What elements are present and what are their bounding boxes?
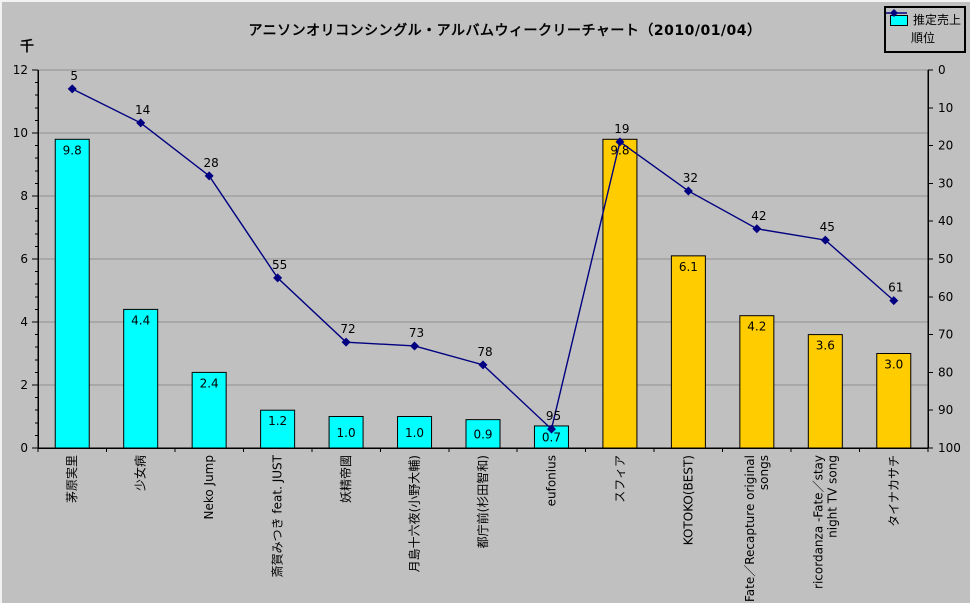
- right-axis-tick-label: 70: [938, 328, 953, 342]
- category-label: タイナカサチ: [887, 455, 901, 527]
- category-label: 少女病: [133, 455, 148, 491]
- bar-swatch-icon: [890, 14, 908, 26]
- right-axis-tick-label: 40: [938, 214, 953, 228]
- rank-marker: [136, 118, 146, 128]
- left-axis-tick-label: 12: [13, 63, 28, 77]
- bar-1: [123, 308, 159, 449]
- legend-item-rank: 順位: [886, 9, 960, 47]
- rank-value-label: 95: [546, 409, 561, 423]
- right-axis-tick-label: 20: [938, 139, 953, 153]
- bar-value-label: 9.8: [63, 143, 82, 157]
- category-label: Neko Jump: [202, 455, 216, 520]
- rank-marker: [683, 186, 693, 196]
- category-label: 月島十六夜(小野大輔): [407, 455, 422, 572]
- left-axis-tick-label: 6: [20, 252, 28, 266]
- chart-title: アニソンオリコンシングル・アルバムウィークリーチャート（2010/01/04）: [248, 23, 762, 39]
- bar-3: [260, 409, 296, 449]
- bar-10: [739, 315, 775, 449]
- right-axis-tick-label: 50: [938, 252, 953, 266]
- rank-value-label: 42: [751, 209, 766, 223]
- category-label: eufonius: [544, 455, 558, 506]
- bar-value-label: 3.6: [816, 339, 835, 353]
- bar-value-label: 9.8: [610, 143, 629, 157]
- right-axis-tick-label: 60: [938, 290, 953, 304]
- bar-value-label: 2.4: [200, 376, 219, 390]
- legend-label-rank: 順位: [911, 31, 936, 45]
- rank-value-label: 73: [409, 326, 424, 340]
- category-label: songs: [757, 455, 771, 490]
- category-label: スフィア: [613, 455, 627, 503]
- rank-marker: [820, 235, 830, 245]
- bar-5: [397, 416, 433, 449]
- rank-value-label: 14: [135, 103, 150, 117]
- category-label: 茅原実里: [64, 455, 79, 503]
- rank-marker: [67, 84, 77, 94]
- category-label: night TV song: [825, 455, 839, 538]
- rank-value-label: 61: [888, 281, 903, 295]
- rank-marker: [889, 296, 899, 306]
- rank-value-label: 19: [614, 122, 629, 136]
- bar-value-label: 0.7: [542, 430, 561, 444]
- bar-4: [328, 416, 364, 449]
- bar-value-label: 6.1: [679, 260, 698, 274]
- right-axis-tick-label: 0: [938, 63, 946, 77]
- left-axis-tick-label: 8: [20, 189, 28, 203]
- right-axis-tick-label: 100: [938, 441, 961, 455]
- category-label: 斎賀みつき feat. JUST: [270, 454, 285, 577]
- bar-8: [602, 138, 638, 449]
- rank-marker: [615, 137, 625, 147]
- right-axis-tick-label: 80: [938, 365, 953, 379]
- rank-marker: [752, 224, 762, 234]
- legend-label-sales: 推定売上: [913, 13, 962, 27]
- rank-marker: [546, 424, 556, 434]
- rank-value-label: 78: [477, 345, 492, 359]
- category-label: 都庁前(杉田智和): [475, 455, 490, 548]
- bar-11: [807, 334, 843, 449]
- left-axis-tick-label: 2: [20, 378, 28, 392]
- bar-value-label: 1.0: [405, 426, 424, 440]
- bar-value-label: 1.0: [337, 426, 356, 440]
- rank-marker: [410, 341, 420, 351]
- rank-marker: [204, 171, 214, 181]
- rank-marker: [478, 360, 488, 370]
- rank-value-label: 55: [272, 258, 287, 272]
- rank-value-label: 28: [204, 156, 219, 170]
- right-axis-tick-label: 90: [938, 403, 953, 417]
- rank-value-label: 32: [683, 171, 698, 185]
- rank-value-label: 45: [820, 220, 835, 234]
- bar-value-label: 3.0: [884, 358, 903, 372]
- category-label: KOTOKO(BEST): [681, 455, 695, 545]
- bar-9: [670, 255, 706, 449]
- category-label: ricordanza -Fate／stay: [811, 455, 825, 589]
- legend: 推定売上 順位: [884, 6, 966, 53]
- left-axis-tick-label: 4: [20, 315, 28, 329]
- category-label: 妖精帝國: [338, 455, 353, 503]
- left-axis-title: 千: [20, 39, 34, 55]
- line-marker-swatch-icon: [886, 9, 911, 43]
- bar-value-label: 4.4: [131, 313, 150, 327]
- bar-value-label: 4.2: [747, 320, 766, 334]
- rank-marker: [273, 273, 283, 283]
- bar-value-label: 1.2: [268, 414, 287, 428]
- rank-marker: [341, 337, 351, 347]
- legend-item-sales: 推定売上: [890, 11, 962, 29]
- bar-value-label: 0.9: [473, 427, 492, 441]
- left-axis-tick-label: 10: [13, 126, 28, 140]
- category-label: Fate／Recapture original: [743, 455, 757, 602]
- rank-value-label: 72: [340, 322, 355, 336]
- right-axis-tick-label: 30: [938, 176, 953, 190]
- right-axis-tick-label: 10: [938, 101, 953, 115]
- left-axis-tick-label: 0: [20, 441, 28, 455]
- bar-6: [465, 419, 501, 449]
- bar-0: [54, 138, 90, 449]
- rank-value-label: 5: [70, 69, 78, 83]
